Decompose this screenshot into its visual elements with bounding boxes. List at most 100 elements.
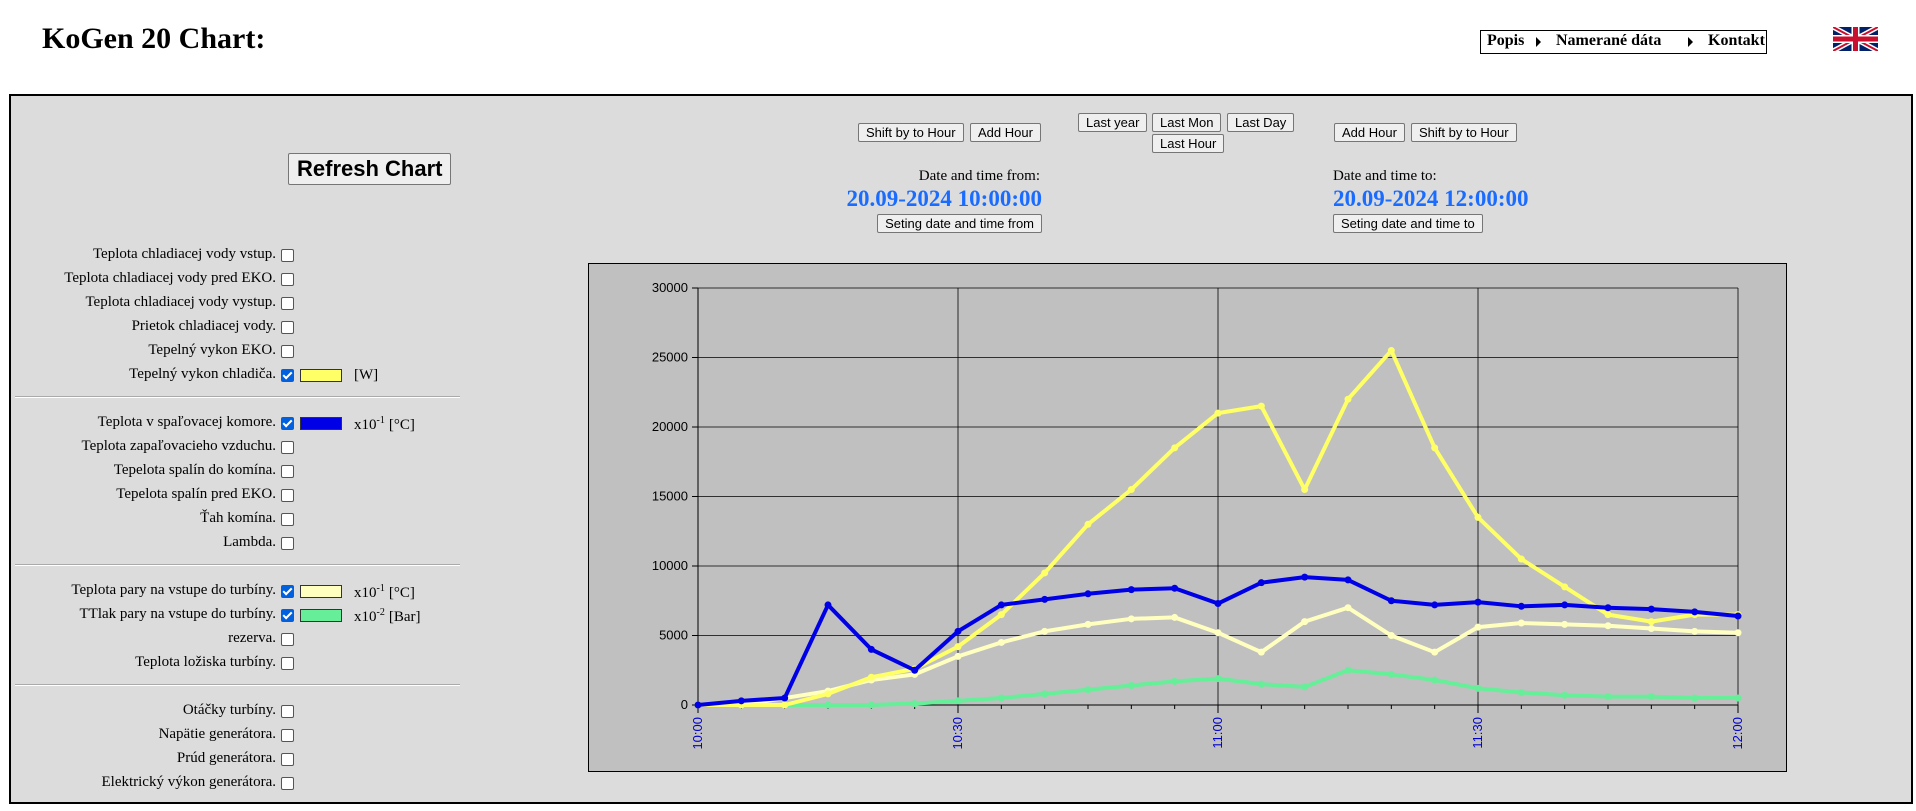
- sensor-checkbox[interactable]: [281, 345, 294, 358]
- sensor-label: Teplota v spaľovacej komore.: [97, 414, 276, 430]
- data-point: [1561, 583, 1569, 591]
- unit-scale: x10: [354, 609, 377, 625]
- data-point: [1734, 694, 1742, 702]
- data-point: [1604, 622, 1612, 630]
- data-point: [1431, 444, 1439, 452]
- data-point: [997, 611, 1005, 619]
- data-point: [1604, 611, 1612, 619]
- data-point: [1214, 629, 1222, 637]
- sensor-label: Elektrický výkon generátora.: [101, 774, 276, 790]
- data-point: [1257, 680, 1265, 688]
- data-point: [1734, 629, 1742, 637]
- sensor-checkbox[interactable]: [281, 777, 294, 790]
- data-point: [1431, 676, 1439, 684]
- data-point: [1257, 402, 1265, 410]
- sensor-checkbox[interactable]: [281, 513, 294, 526]
- data-point: [1517, 602, 1525, 610]
- separator: [15, 684, 460, 686]
- y-tick-label: 20000: [652, 419, 688, 434]
- data-point: [1171, 584, 1179, 592]
- language-flag[interactable]: [1833, 27, 1878, 51]
- data-point: [1171, 444, 1179, 452]
- from-value: 20.09-2024 10:00:00: [846, 186, 1042, 211]
- data-point: [1127, 486, 1135, 494]
- data-point: [824, 701, 832, 709]
- sensor-checkbox[interactable]: [281, 249, 294, 262]
- series-swatch: [300, 609, 342, 622]
- chart: 0 5000 10000 15000 20000 25000 30000 10:00 10:30…: [588, 263, 1787, 772]
- sensor-label: Tepelota spalín pred EKO.: [116, 486, 276, 502]
- sensor-checkbox[interactable]: [281, 585, 294, 598]
- sensor-checkbox[interactable]: [281, 705, 294, 718]
- separator: [15, 564, 460, 566]
- page-title: KoGen 20 Chart:: [42, 22, 266, 55]
- sensor-checkbox[interactable]: [281, 441, 294, 454]
- sensor-checkbox[interactable]: [281, 537, 294, 550]
- data-point: [954, 643, 962, 651]
- sensor-checkbox[interactable]: [281, 321, 294, 334]
- range-button[interactable]: Last Hour: [1152, 134, 1225, 153]
- sensor-checkbox[interactable]: [281, 729, 294, 742]
- data-point: [781, 694, 789, 702]
- data-point: [1171, 613, 1179, 621]
- range-button[interactable]: Last Day: [1227, 113, 1295, 132]
- data-point: [1301, 486, 1309, 494]
- x-tick-label: 11:00: [1210, 717, 1225, 749]
- data-point: [1604, 604, 1612, 612]
- to-button[interactable]: Add Hour: [1334, 123, 1405, 142]
- data-point: [1431, 601, 1439, 609]
- data-point: [1604, 693, 1612, 701]
- data-point: [1517, 688, 1525, 696]
- y-tick-label: 10000: [652, 558, 688, 573]
- from-button[interactable]: Add Hour: [970, 123, 1041, 142]
- data-point: [1344, 576, 1352, 584]
- data-point: [694, 701, 702, 709]
- from-set-button[interactable]: Seting date and time from: [877, 214, 1042, 233]
- data-point: [1474, 623, 1482, 631]
- data-point: [1387, 597, 1395, 605]
- data-point: [1214, 600, 1222, 608]
- unit-text: [W]: [354, 367, 379, 383]
- sensor-label: Teplota zapaľovacieho vzduchu.: [81, 438, 276, 454]
- data-point: [1301, 683, 1309, 691]
- sensor-checkbox[interactable]: [281, 753, 294, 766]
- sensor-label: Ťah komína.: [200, 510, 276, 526]
- sensor-checkbox[interactable]: [281, 369, 294, 382]
- sensor-unit: x10-1 [°C]: [354, 415, 415, 434]
- series-swatch: [300, 585, 342, 598]
- sensor-label: Prúd generátora.: [176, 750, 276, 766]
- x-tick-label: 10:00: [690, 717, 705, 750]
- sensor-label: Prietok chladiacej vody.: [131, 318, 276, 334]
- sensor-checkbox[interactable]: [281, 417, 294, 430]
- separator: [15, 396, 460, 398]
- data-point: [1691, 627, 1699, 635]
- sensor-checkbox[interactable]: [281, 297, 294, 310]
- nav-item[interactable]: Namerané dáta: [1556, 32, 1662, 49]
- unit-exponent: -1: [376, 415, 385, 426]
- range-button[interactable]: Last year: [1078, 113, 1148, 132]
- sensor-checkbox[interactable]: [281, 465, 294, 478]
- y-tick-label: 30000: [652, 280, 688, 295]
- sensor-checkbox[interactable]: [281, 489, 294, 502]
- range-button[interactable]: Last Mon: [1152, 113, 1222, 132]
- data-point: [1127, 586, 1135, 594]
- sensor-checkbox[interactable]: [281, 657, 294, 670]
- data-point: [1387, 632, 1395, 639]
- sensor-unit: x10-1 [°C]: [354, 583, 415, 602]
- data-point: [1041, 595, 1049, 603]
- sensor-label: Teplota chladiacej vody pred EKO.: [64, 270, 276, 286]
- sensor-checkbox[interactable]: [281, 633, 294, 646]
- unit-text: [°C]: [388, 417, 415, 433]
- nav-item[interactable]: Kontakt: [1708, 32, 1765, 49]
- refresh-button[interactable]: Refresh Chart: [288, 153, 452, 185]
- nav-item[interactable]: Popis: [1487, 32, 1525, 49]
- data-point: [1691, 608, 1699, 616]
- sensor-checkbox[interactable]: [281, 609, 294, 622]
- to-set-button[interactable]: Seting date and time to: [1333, 214, 1483, 233]
- data-point: [1041, 569, 1049, 577]
- from-button[interactable]: Shift by to Hour: [858, 123, 964, 142]
- data-point: [1647, 618, 1655, 626]
- sensor-checkbox[interactable]: [281, 273, 294, 286]
- to-button[interactable]: Shift by to Hour: [1411, 123, 1517, 142]
- data-point: [1647, 625, 1655, 633]
